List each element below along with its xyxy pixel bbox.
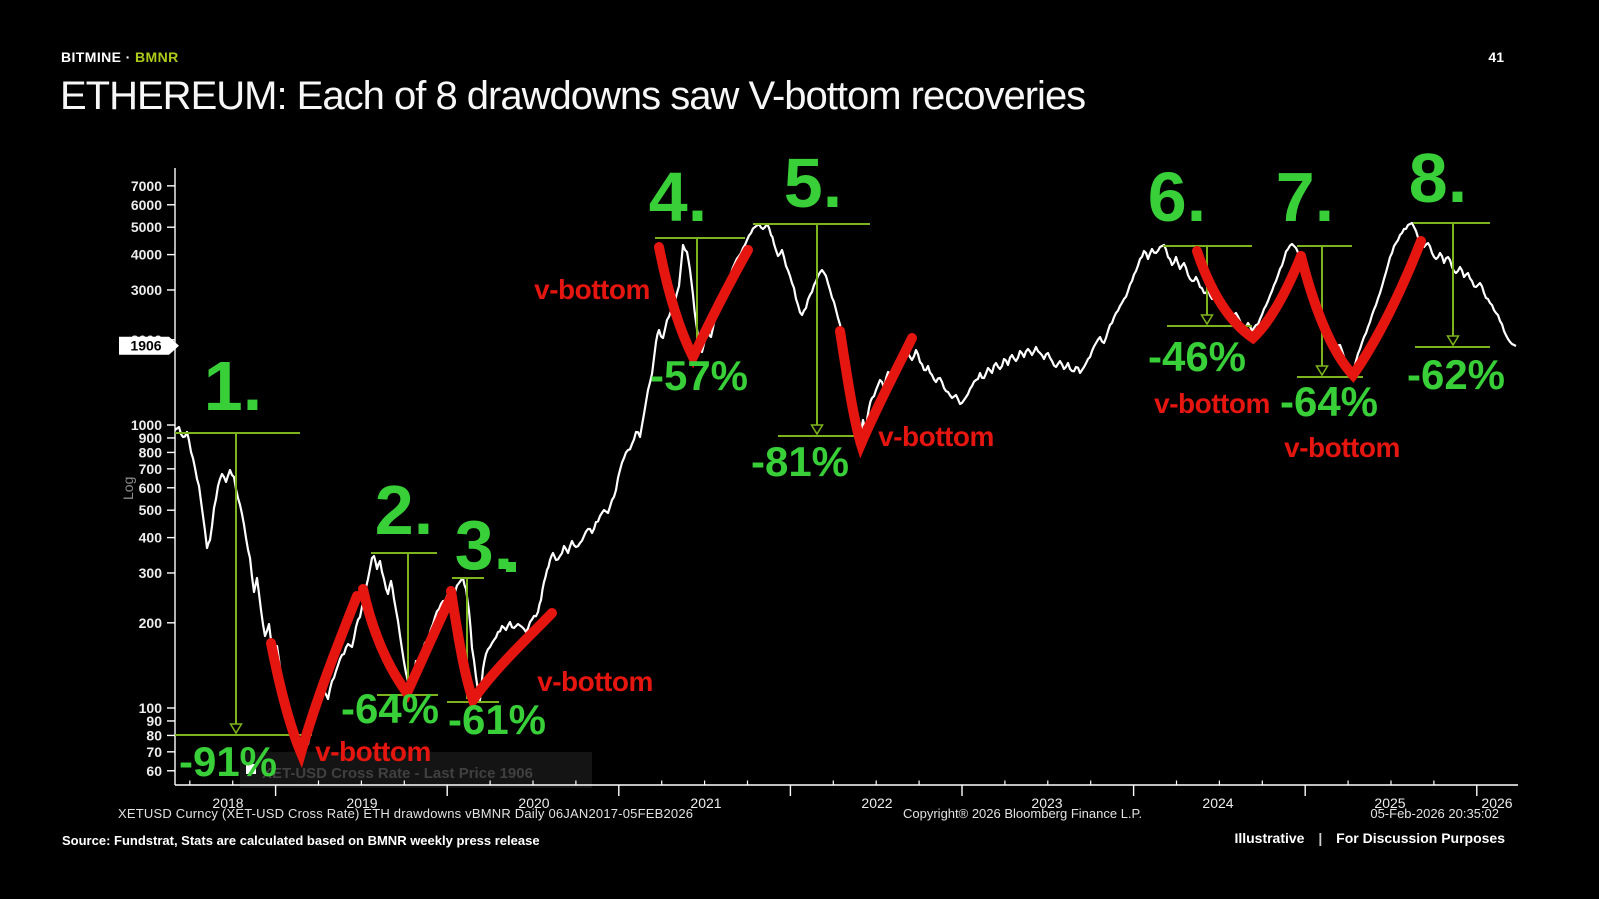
y-tick-label: 80 [146,727,162,743]
brand-name: BITMINE [61,49,122,65]
discussion-label: For Discussion Purposes [1336,830,1505,846]
v-bottom-mark-2 [358,584,455,703]
legal-divider: | [1318,830,1323,846]
legend-marker-square [246,764,256,774]
chart-timestamp: 05-Feb-2026 20:35:02 [1370,806,1499,821]
bracket-arrowhead [1200,314,1214,326]
bracket-arrowhead [229,723,243,735]
x-year-label: 2018 [212,795,243,811]
x-year-label: 2022 [861,795,892,811]
ticker-symbol: BMNR [135,49,179,65]
bracket-arrowhead [1315,365,1329,377]
y-tick-label: 70 [146,744,162,760]
x-year-label: 2019 [346,795,377,811]
ghost-legend-text: XET-USD Cross Rate - Last Price 1906 [262,765,533,782]
chart-instrument-caption: XETUSD Curncy (XET-USD Cross Rate) ETH d… [118,806,694,821]
y-tick-label: 4000 [131,247,162,263]
bracket-arrowhead [810,424,824,436]
y-tick-label: 800 [139,444,163,460]
drawdown-bracket-1 [175,432,312,736]
last-price-tag [119,336,179,355]
x-year-label: 2024 [1202,795,1233,811]
y-tick-label: 3000 [131,282,162,298]
log-scale-label: Log [120,477,136,500]
last-price-value: 1906 [130,338,161,354]
y-tick-label: 300 [139,565,163,581]
brand-separator: · [125,49,131,65]
y-tick-label: 60 [146,763,162,779]
drawdown-bracket-8 [1413,222,1490,348]
x-year-label: 2023 [1031,795,1062,811]
y-tick-label: 600 [139,480,163,496]
x-year-label: 2020 [518,795,549,811]
y-tick-label: 6000 [131,197,162,213]
y-tick-label: 90 [146,713,162,729]
y-tick-label: 700 [139,461,163,477]
drawdown-bracket-5 [753,223,870,437]
v-bottom-mark-3 [446,586,557,711]
bloomberg-copyright: Copyright® 2026 Bloomberg Finance L.P. [903,806,1143,821]
v-bottom-mark-4 [654,242,753,369]
y-tick-label: 500 [139,502,163,518]
y-tick-label: 400 [139,530,163,546]
x-year-label: 2021 [690,795,721,811]
bracket-arrowhead [1446,335,1460,347]
y-tick-label: 7000 [131,178,162,194]
eth-price-line [174,221,1517,755]
x-year-label: 2025 [1374,795,1405,811]
green-marker-square [506,562,516,572]
drawdown-bracket-2 [371,552,438,696]
source-note: Source: Fundstrat, Stats are calculated … [62,833,540,848]
v-bottom-mark-1 [266,591,362,769]
v-bottom-mark-5 [835,326,917,459]
illustrative-label: Illustrative [1234,830,1305,846]
y-tick-label: 1000 [131,417,162,433]
brand-line: BITMINE · BMNR [61,49,179,65]
page-number: 41 [1488,49,1504,65]
x-year-label: 2026 [1481,795,1512,811]
y-tick-label: 100 [139,700,163,716]
slide-title: ETHEREUM: Each of 8 drawdowns saw V-bott… [60,74,1086,118]
y-tick-label: 900 [139,430,163,446]
drawdown-bracket-4 [655,237,745,348]
legal-note: Illustrative | For Discussion Purposes [1234,830,1505,846]
v-bottom-mark-7 [1296,236,1426,383]
v-bottom-mark-6 [1192,246,1306,345]
y-tick-label: 5000 [131,219,162,235]
y-tick-label: 200 [139,615,163,631]
